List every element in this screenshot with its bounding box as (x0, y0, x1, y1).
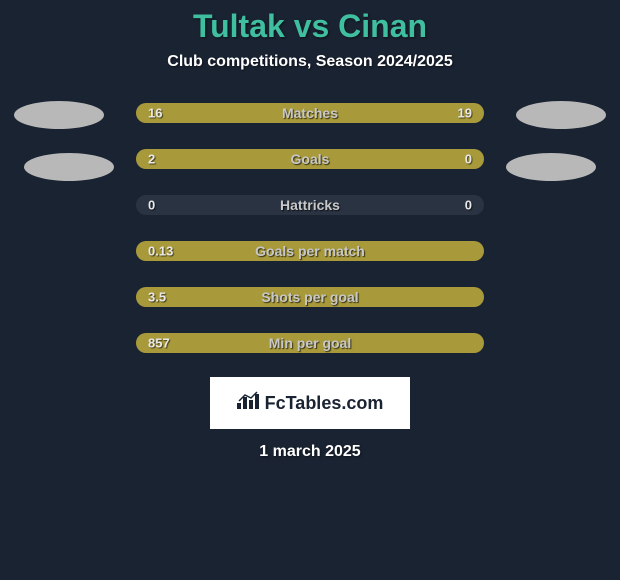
avatar-placeholder-left-2 (24, 153, 114, 181)
bar-row: 857 Min per goal (134, 331, 486, 355)
bar-segment-left (136, 149, 400, 169)
bar-value-right: 0 (465, 198, 472, 213)
bar-value-left: 0 (148, 198, 155, 213)
stats-icon (237, 391, 259, 415)
bar-value-right: 0 (465, 152, 472, 167)
bar-value-left: 3.5 (148, 290, 166, 305)
comparison-chart: 16 19 Matches 2 0 Goals 0 0 Hattricks 0.13 Goals p… (0, 101, 620, 355)
bar-label: Goals per match (255, 243, 365, 259)
avatar-placeholder-left-1 (14, 101, 104, 129)
bars-container: 16 19 Matches 2 0 Goals 0 0 Hattricks 0.13 Goals p… (134, 101, 486, 355)
date-label: 1 march 2025 (0, 443, 620, 461)
player-left-name: Tultak (193, 8, 285, 44)
bar-label: Goals (291, 151, 330, 167)
bar-value-right: 19 (458, 106, 472, 121)
bar-value-left: 0.13 (148, 244, 173, 259)
bar-label: Shots per goal (261, 289, 358, 305)
bar-row: 0 0 Hattricks (134, 193, 486, 217)
bar-row: 3.5 Shots per goal (134, 285, 486, 309)
bar-label: Hattricks (280, 197, 340, 213)
bar-label: Min per goal (269, 335, 351, 351)
bar-row: 2 0 Goals (134, 147, 486, 171)
bar-row: 16 19 Matches (134, 101, 486, 125)
bar-value-left: 16 (148, 106, 162, 121)
vs-text: vs (294, 8, 330, 44)
bar-row: 0.13 Goals per match (134, 239, 486, 263)
logo-box: FcTables.com (210, 377, 410, 429)
bar-value-left: 857 (148, 336, 170, 351)
bar-label: Matches (282, 105, 338, 121)
bar-value-left: 2 (148, 152, 155, 167)
avatar-placeholder-right-2 (506, 153, 596, 181)
avatar-placeholder-right-1 (516, 101, 606, 129)
comparison-title: Tultak vs Cinan (0, 0, 620, 45)
player-right-name: Cinan (338, 8, 427, 44)
season-subtitle: Club competitions, Season 2024/2025 (0, 53, 620, 71)
logo-text: FcTables.com (265, 393, 384, 414)
